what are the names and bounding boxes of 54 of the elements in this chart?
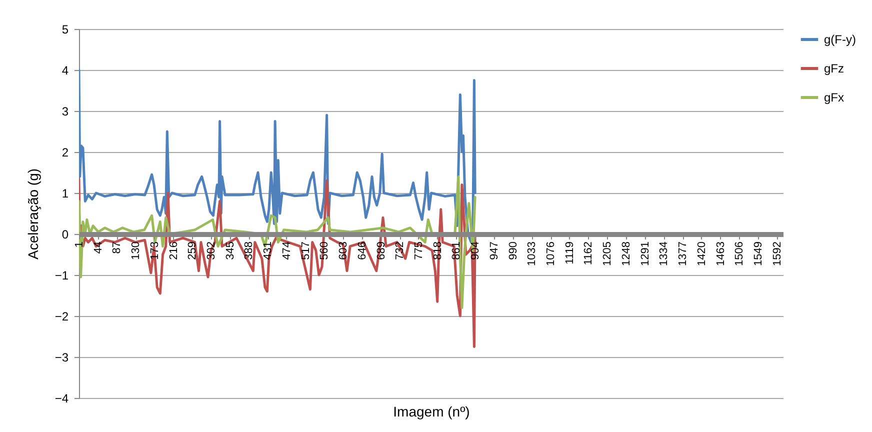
x-tick-label: 1592 (771, 242, 784, 266)
x-tick-label: 1291 (639, 242, 652, 266)
legend-label: gFz (824, 62, 844, 76)
y-tick-label: 1 (62, 186, 69, 200)
x-tick-label: 1377 (677, 242, 690, 266)
y-tick-label: 5 (62, 22, 69, 36)
x-tick-label: 87 (111, 242, 124, 254)
y-tick-label: −4 (54, 392, 69, 406)
x-tick-label: 1162 (582, 242, 595, 266)
x-tick-label: 775 (413, 242, 425, 260)
x-tick-label: 388 (243, 242, 256, 260)
x-tick-label: 1334 (658, 242, 670, 266)
x-tick-label: 1463 (714, 242, 727, 266)
x-tick-label: 173 (148, 242, 161, 260)
x-tick-label: 646 (356, 242, 368, 260)
x-tick-label: 603 (338, 242, 350, 260)
x-tick-label: 1506 (734, 242, 746, 266)
x-tick-label: 818 (432, 242, 444, 260)
y-tick-label: −1 (54, 268, 69, 282)
x-tick-label: 1033 (526, 242, 538, 266)
x-tick-label: 990 (507, 242, 520, 260)
x-tick-label: 44 (92, 242, 104, 254)
x-tick-label: 560 (318, 242, 331, 260)
y-tick-label: 0 (62, 228, 69, 242)
y-axis-title: Aceleração (g) (24, 168, 41, 260)
x-tick-label: 1420 (696, 242, 708, 266)
x-tick-label: 474 (280, 242, 293, 260)
x-tick-label: 689 (375, 242, 388, 260)
x-tick-label: 1076 (545, 242, 558, 266)
legend-label: g(F-y) (824, 32, 856, 46)
line-series (79, 68, 476, 244)
x-tick-label: 431 (262, 242, 274, 260)
x-tick-label: 947 (488, 242, 500, 260)
x-tick-label: 1205 (602, 242, 614, 266)
x-tick-label: 1 (74, 242, 86, 248)
x-tick-label: 345 (224, 242, 236, 260)
x-tick-label: 904 (470, 242, 482, 260)
y-tick-label: 2 (62, 146, 69, 160)
y-tick-label: 4 (62, 64, 69, 78)
x-tick-label: 1248 (620, 242, 632, 266)
x-tick-label: 216 (168, 242, 180, 260)
x-tick-label: 1119 (564, 242, 576, 264)
legend-label: gFx (824, 90, 844, 104)
x-tick-label: 1549 (752, 242, 764, 266)
y-tick-label: −2 (54, 310, 69, 324)
x-tick-label: 130 (130, 242, 142, 260)
y-tick-label: −3 (54, 350, 69, 364)
x-tick-label: 259 (186, 242, 199, 260)
x-tick-label: 517 (300, 242, 312, 260)
x-tick-label: 302 (206, 242, 218, 260)
x-axis-title: Imagem (nº) (393, 404, 470, 420)
y-tick-label: 3 (62, 104, 69, 118)
x-tick-label: 732 (394, 242, 406, 260)
x-tick-label: 861 (450, 242, 463, 260)
